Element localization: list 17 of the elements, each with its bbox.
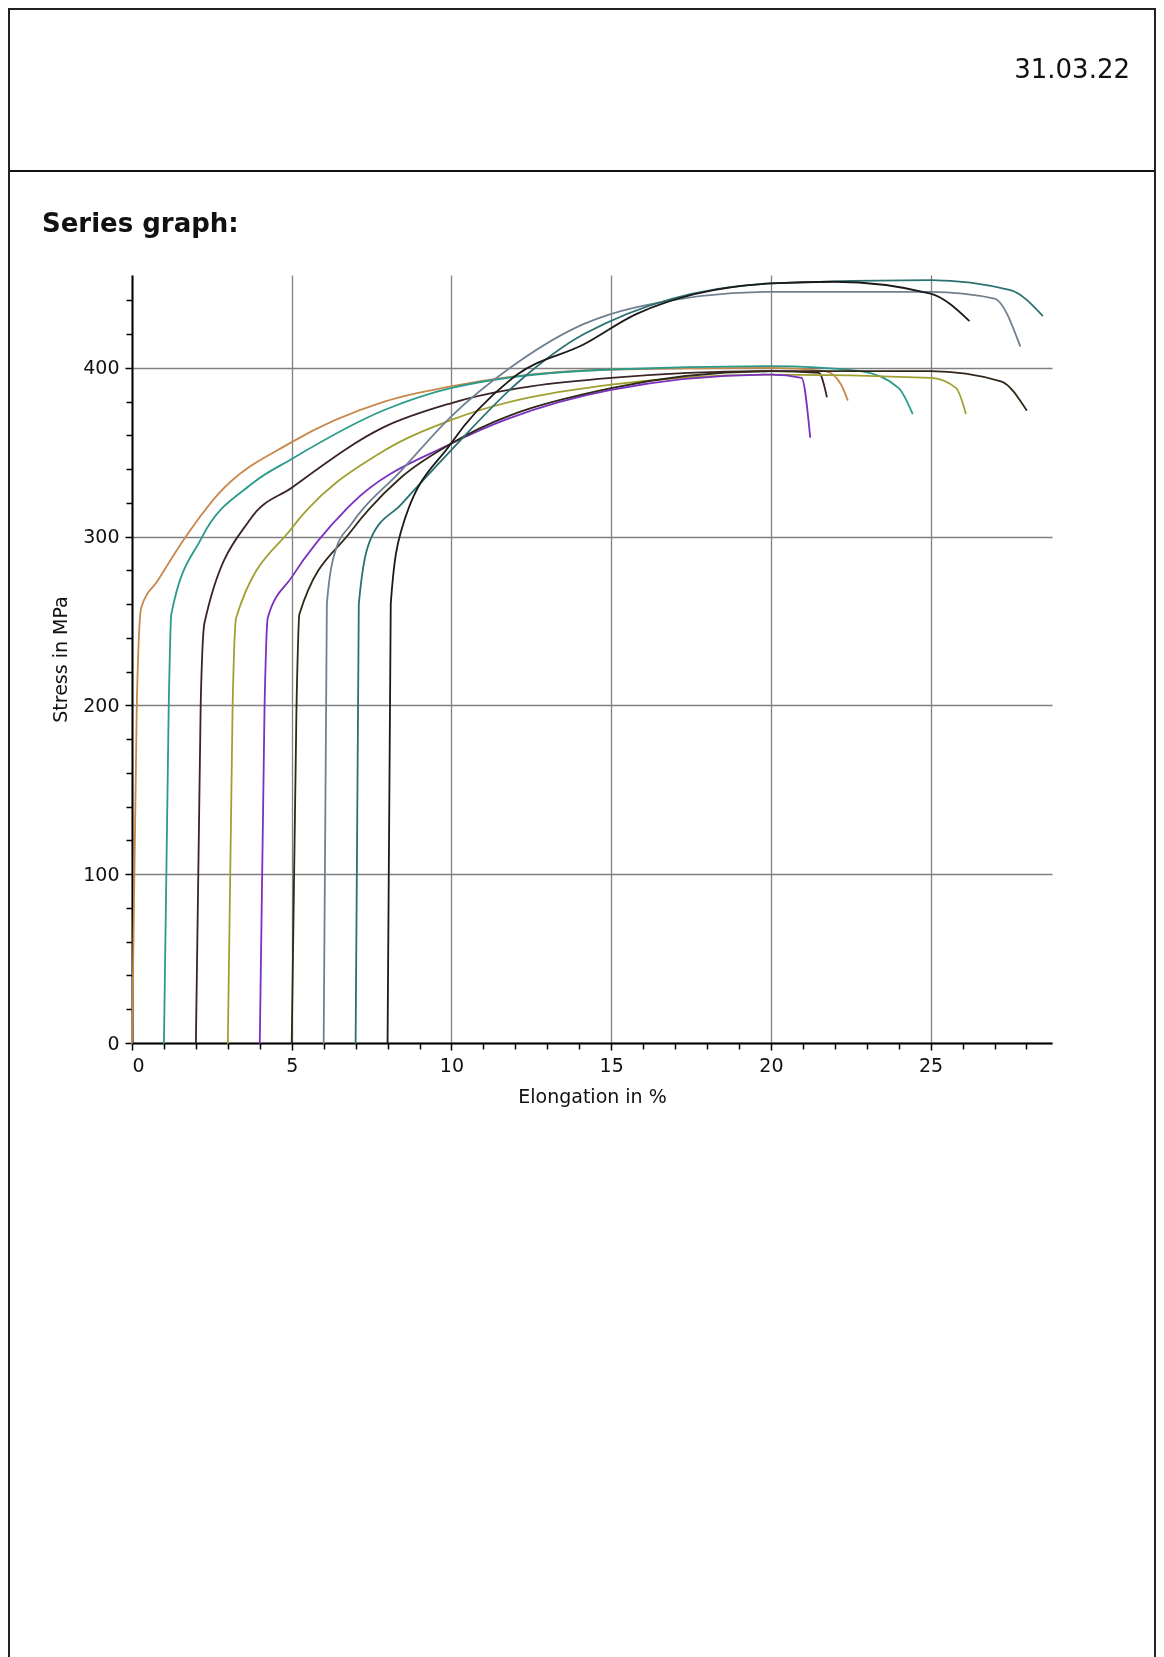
y-tick-label: 300 (83, 525, 120, 548)
y-tick-label: 400 (83, 356, 120, 379)
x-tick-label: 0 (132, 1053, 145, 1076)
text: 31.03.22 (1014, 54, 1130, 84)
line-series (386, 280, 970, 1044)
x-axis-title: Elongation in % (518, 1084, 667, 1107)
x-tick-label: 10 (439, 1053, 465, 1076)
x-tick-label: 20 (759, 1053, 784, 1076)
y-tick-label: 0 (107, 1031, 120, 1054)
chart-title: Series graph: (42, 208, 239, 238)
y-tick-label: 200 (83, 693, 120, 716)
y-tick-label: 100 (83, 862, 120, 885)
x-tick-label: 5 (286, 1053, 299, 1076)
x-tick-label: 25 (919, 1053, 944, 1076)
line-series (226, 373, 967, 1044)
y-axis-title: Stress in MPa (49, 596, 72, 723)
x-tick-label: 15 (599, 1053, 624, 1076)
